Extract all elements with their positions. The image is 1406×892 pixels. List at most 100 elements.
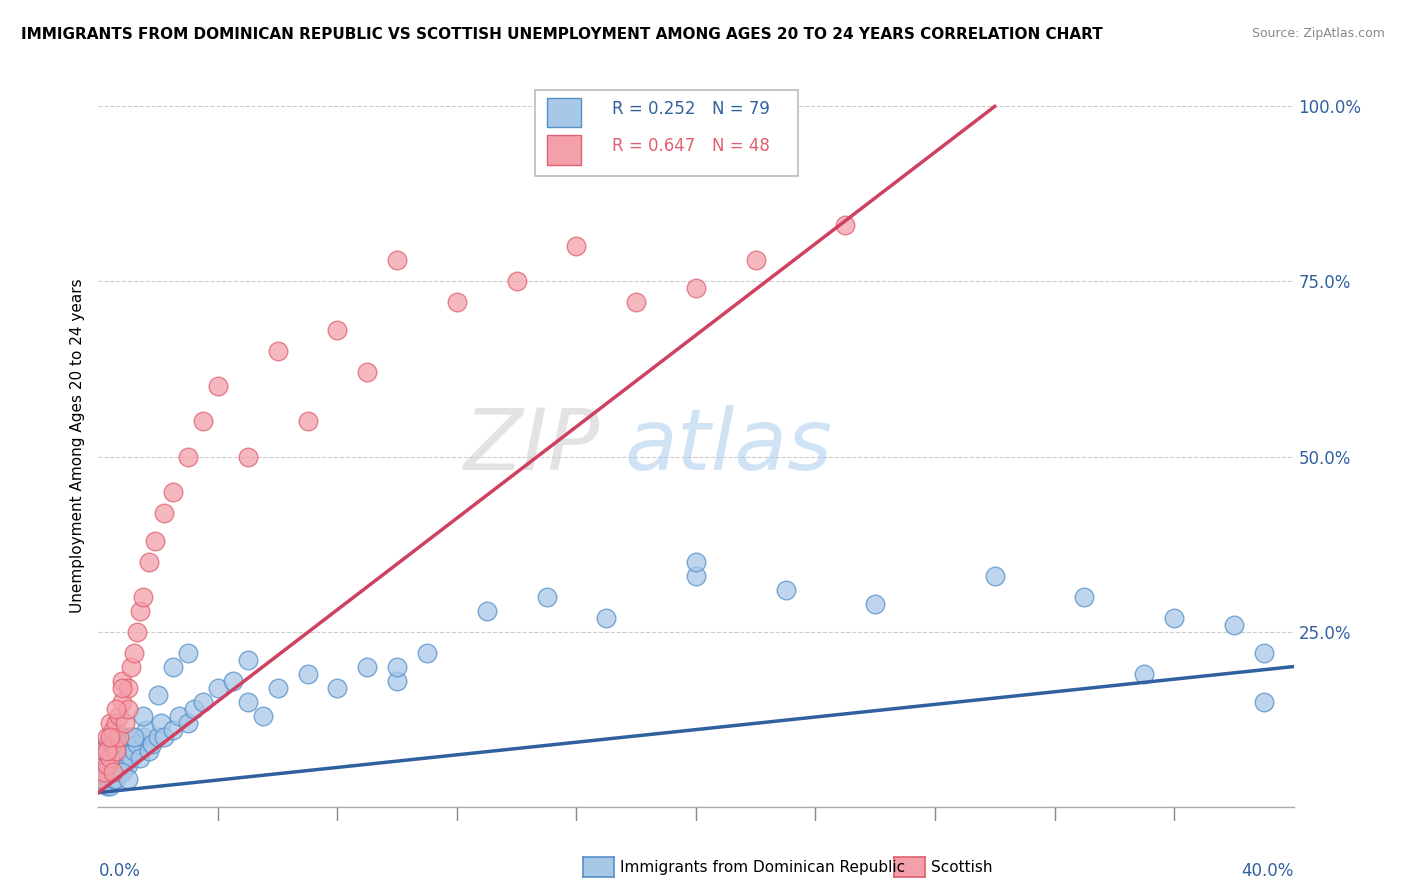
Point bbox=[162, 723, 184, 737]
Point bbox=[162, 659, 184, 673]
Text: Immigrants from Dominican Republic: Immigrants from Dominican Republic bbox=[620, 860, 905, 874]
Point bbox=[105, 757, 128, 772]
Point bbox=[385, 253, 409, 268]
Point bbox=[90, 772, 112, 786]
Point bbox=[143, 533, 166, 548]
Point bbox=[207, 379, 229, 393]
Point bbox=[207, 681, 229, 695]
Point bbox=[162, 484, 184, 499]
Point bbox=[111, 681, 134, 695]
Point bbox=[108, 743, 131, 757]
Point bbox=[385, 659, 409, 673]
Text: Source: ZipAtlas.com: Source: ZipAtlas.com bbox=[1251, 27, 1385, 40]
Point bbox=[105, 750, 128, 764]
Point bbox=[98, 715, 122, 730]
Point bbox=[236, 450, 259, 464]
Point bbox=[120, 659, 142, 673]
Point bbox=[1163, 610, 1185, 624]
Point bbox=[96, 743, 118, 757]
Point bbox=[93, 743, 115, 757]
Text: R = 0.647: R = 0.647 bbox=[613, 137, 696, 155]
Point bbox=[129, 750, 152, 764]
Point bbox=[114, 715, 136, 730]
Y-axis label: Unemployment Among Ages 20 to 24 years: Unemployment Among Ages 20 to 24 years bbox=[69, 278, 84, 614]
Point bbox=[1253, 646, 1275, 660]
Point bbox=[222, 673, 245, 688]
Point bbox=[984, 568, 1007, 582]
Point bbox=[117, 772, 139, 786]
Point bbox=[565, 239, 588, 253]
Text: IMMIGRANTS FROM DOMINICAN REPUBLIC VS SCOTTISH UNEMPLOYMENT AMONG AGES 20 TO 24 : IMMIGRANTS FROM DOMINICAN REPUBLIC VS SC… bbox=[21, 27, 1102, 42]
Point bbox=[626, 295, 648, 310]
Point bbox=[124, 730, 146, 744]
Point bbox=[865, 597, 887, 611]
Point bbox=[111, 737, 134, 751]
Point bbox=[114, 757, 136, 772]
Point bbox=[114, 743, 136, 757]
Point bbox=[96, 779, 118, 793]
Point bbox=[120, 730, 142, 744]
Point bbox=[103, 772, 125, 786]
Point bbox=[132, 730, 155, 744]
Point bbox=[1253, 695, 1275, 709]
Point bbox=[124, 743, 146, 757]
Point bbox=[111, 764, 134, 779]
Point bbox=[1133, 666, 1156, 681]
Point bbox=[236, 652, 259, 666]
Point bbox=[103, 750, 125, 764]
Point bbox=[98, 750, 122, 764]
Point bbox=[117, 701, 139, 715]
Point bbox=[150, 715, 173, 730]
Point bbox=[297, 415, 319, 429]
Point bbox=[103, 764, 125, 779]
Point bbox=[90, 772, 112, 786]
Point bbox=[103, 730, 125, 744]
Point bbox=[191, 695, 214, 709]
Point bbox=[108, 730, 131, 744]
Point bbox=[138, 743, 160, 757]
Point bbox=[117, 757, 139, 772]
Text: R = 0.252: R = 0.252 bbox=[613, 100, 696, 118]
Point bbox=[685, 555, 707, 569]
Point bbox=[103, 764, 125, 779]
Point bbox=[267, 681, 290, 695]
Point bbox=[117, 681, 139, 695]
Point bbox=[103, 772, 125, 786]
Point bbox=[183, 701, 205, 715]
Point bbox=[135, 723, 157, 737]
Point bbox=[385, 673, 409, 688]
Point bbox=[506, 275, 529, 289]
FancyBboxPatch shape bbox=[534, 90, 797, 177]
Point bbox=[96, 737, 118, 751]
Point bbox=[775, 582, 797, 597]
Point bbox=[120, 750, 142, 764]
Point bbox=[103, 737, 125, 751]
Point bbox=[127, 737, 149, 751]
Point bbox=[105, 715, 128, 730]
Point bbox=[177, 646, 200, 660]
Point bbox=[105, 743, 128, 757]
Point bbox=[93, 743, 115, 757]
Point bbox=[108, 708, 131, 723]
Point bbox=[685, 281, 707, 295]
Point bbox=[1223, 617, 1246, 632]
Point bbox=[111, 695, 134, 709]
Point bbox=[96, 730, 118, 744]
Point bbox=[111, 673, 134, 688]
Point bbox=[177, 450, 200, 464]
Point bbox=[1073, 590, 1095, 604]
FancyBboxPatch shape bbox=[547, 98, 581, 128]
Point bbox=[103, 723, 125, 737]
Point bbox=[148, 730, 170, 744]
FancyBboxPatch shape bbox=[547, 136, 581, 165]
Point bbox=[129, 603, 152, 617]
Point bbox=[98, 737, 122, 751]
Point bbox=[105, 737, 128, 751]
Point bbox=[105, 772, 128, 786]
Point bbox=[93, 757, 115, 772]
Point bbox=[536, 590, 558, 604]
Point bbox=[252, 708, 274, 723]
Text: 40.0%: 40.0% bbox=[1241, 862, 1294, 880]
Point bbox=[236, 695, 259, 709]
Point bbox=[148, 688, 170, 702]
